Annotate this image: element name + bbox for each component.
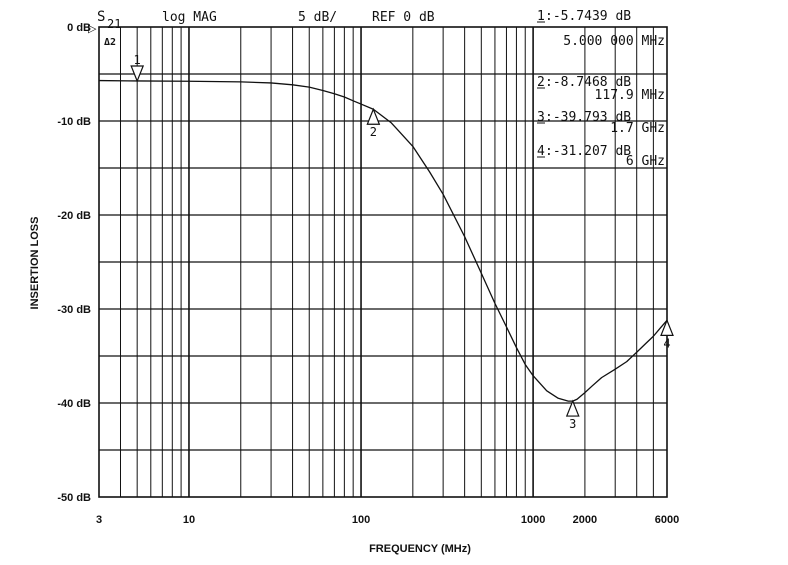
marker-readout-4: 4 :-31.207 dB 6 GHz (537, 144, 665, 169)
x-tick-label: 100 (352, 514, 370, 526)
marker-readout-4-frequency: 6 GHz (626, 154, 665, 169)
y-tick-label: -50 dB (57, 492, 91, 504)
marker-readouts: 1 :-5.7439 dB 5.000 000 MHz 2 :-8.7468 d… (537, 9, 665, 169)
marker-readout-2-value: :-8.7468 dB (545, 75, 631, 90)
reference-label: REF 0 dB (372, 10, 435, 25)
marker-1-triangle (130, 65, 145, 83)
marker-readout-1-value: :-5.7439 dB (545, 9, 631, 24)
plot-grid (98, 26, 668, 498)
y-tick-label: -20 dB (57, 210, 91, 222)
marker-readout-4-id: 4 (537, 144, 545, 159)
marker-readout-4-value: :-31.207 dB (545, 144, 631, 159)
x-tick-label: 2000 (573, 514, 597, 526)
x-tick-label: 6000 (655, 514, 679, 526)
y-axis-title: INSERTION LOSS (29, 217, 41, 310)
marker-3-triangle (565, 399, 580, 417)
marker-readout-2-id: 2 (537, 75, 545, 90)
marker-2-triangle (366, 107, 381, 125)
reference-arrow-icon: ▷ (88, 23, 97, 35)
parameter-label: S (97, 9, 105, 25)
marker-layer: 1 2 3 4 (130, 53, 674, 431)
x-tick-label: 10 (183, 514, 195, 526)
marker-3-label: 3 (569, 417, 576, 431)
marker-4-label: 4 (663, 336, 670, 350)
marker-1: 1 (130, 53, 145, 83)
y-tick-label: -10 dB (57, 116, 91, 128)
marker-readout-2: 2 :-8.7468 dB 117.9 MHz (537, 75, 665, 103)
y-tick-label: -40 dB (57, 398, 91, 410)
format-label: log MAG (162, 10, 217, 25)
marker-readout-1: 1 :-5.7439 dB 5.000 000 MHz (537, 9, 665, 49)
x-axis-title: FREQUENCY (MHz) (369, 543, 471, 555)
trace-line-1 (98, 79, 668, 402)
tick-labels: 3 10 100 1000 2000 6000 0 dB -10 dB -20 dB -30 dB… (57, 22, 679, 526)
trace-layer (98, 79, 668, 402)
scale-label: 5 dB/ (298, 10, 337, 25)
marker-3: 3 (565, 399, 580, 431)
marker-readout-3-frequency: 1.7 GHz (610, 121, 665, 136)
x-tick-label: 3 (96, 514, 102, 526)
y-tick-label: 0 dB (67, 22, 91, 34)
chart-header: S 21 log MAG 5 dB/ REF 0 dB (97, 9, 435, 31)
y-tick-label: -30 dB (57, 304, 91, 316)
marker-1-label: 1 (134, 53, 141, 67)
marker-2-label: 2 (370, 125, 377, 139)
marker-4: 4 (660, 318, 674, 350)
marker-readout-1-frequency: 5.000 000 MHz (563, 34, 665, 49)
active-marker-tag: Δ2 (104, 37, 116, 48)
marker-readout-3-id: 3 (537, 110, 545, 125)
parameter-subscript: 21 (107, 17, 121, 31)
x-tick-label: 1000 (521, 514, 545, 526)
marker-readout-2-frequency: 117.9 MHz (595, 88, 665, 103)
marker-readout-3: 3 :-39.793 dB 1.7 GHz (537, 110, 665, 136)
marker-2: 2 (366, 107, 381, 139)
marker-4-triangle (660, 318, 674, 336)
marker-readout-1-id: 1 (537, 9, 545, 24)
